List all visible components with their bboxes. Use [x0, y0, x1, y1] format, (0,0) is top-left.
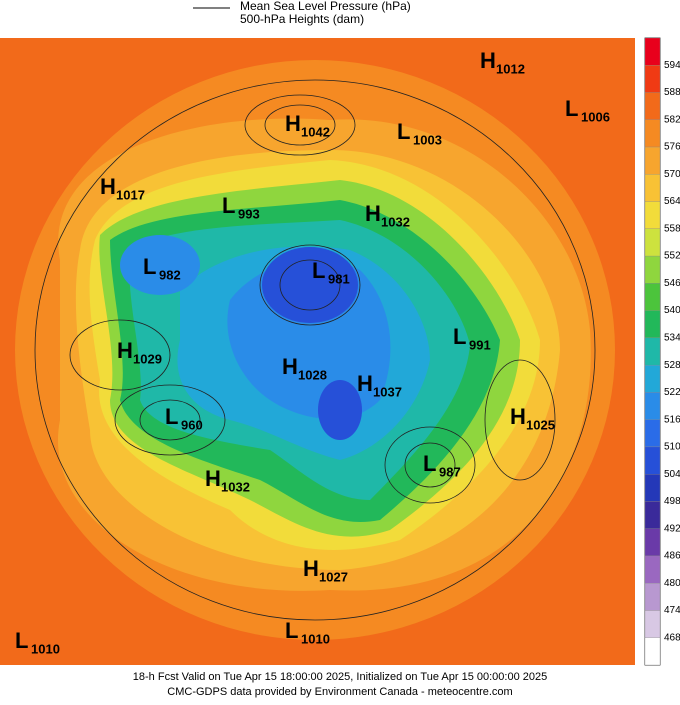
system-letter: L: [143, 254, 156, 279]
system-letter: L: [222, 193, 235, 218]
colorbar-label: 498: [664, 496, 680, 507]
colorbar-label: 540: [664, 305, 680, 316]
system-pressure: 960: [181, 417, 203, 432]
colorbar-swatch: [644, 337, 661, 366]
system-letter: H: [117, 338, 133, 363]
system-letter: L: [423, 451, 436, 476]
colorbar-label: 594: [664, 60, 680, 71]
colorbar-swatch: [644, 228, 661, 257]
system-pressure: 1032: [381, 214, 410, 229]
system-pressure: 1029: [133, 351, 162, 366]
colorbar-swatch: [644, 474, 661, 502]
system-letter: H: [282, 354, 298, 379]
colorbar-label: 564: [664, 196, 680, 207]
system-letter: H: [205, 466, 221, 491]
colorbar-swatch: [644, 501, 661, 529]
colorbar-label: 516: [664, 414, 680, 425]
system-pressure: 1006: [581, 109, 610, 124]
colorbar-label: 504: [664, 469, 680, 480]
colorbar-swatch: [644, 119, 661, 148]
system-pressure: 993: [238, 206, 260, 221]
system-letter: L: [15, 628, 28, 653]
colorbar-swatch: [644, 283, 661, 311]
colorbar-swatch: [644, 364, 661, 393]
system-letter: H: [303, 556, 319, 581]
system-letter: H: [285, 111, 301, 136]
system-letter: L: [312, 258, 325, 283]
colorbar-label: 558: [664, 223, 680, 234]
system-pressure: 1012: [496, 61, 525, 76]
colorbar-swatch: [644, 65, 661, 93]
system-letter: H: [510, 404, 526, 429]
colorbar-label: 480: [664, 578, 680, 589]
system-pressure: 1037: [373, 384, 402, 399]
system-pressure: 1010: [31, 641, 60, 656]
system-letter: L: [565, 96, 578, 121]
system-pressure: 987: [439, 464, 461, 479]
colorbar-swatch: [644, 419, 661, 448]
system-pressure: 991: [469, 337, 491, 352]
colorbar-label: 582: [664, 114, 680, 125]
colorbar-swatch: [644, 201, 661, 229]
colorbar-swatch: [644, 92, 661, 120]
system-pressure: 981: [328, 271, 350, 286]
colorbar-swatch: [644, 583, 661, 611]
system-letter: H: [365, 201, 381, 226]
colorbar-swatch: [644, 528, 661, 557]
legend-label: Mean Sea Level Pressure (hPa): [240, 0, 411, 13]
system-pressure: 1003: [413, 132, 442, 147]
colorbar-label: 546: [664, 278, 680, 289]
colorbar-label: 468: [664, 632, 680, 643]
colorbar-label: 528: [664, 360, 680, 371]
system-letter: H: [480, 48, 496, 73]
colorbar-label: 576: [664, 142, 680, 153]
colorbar-swatch: [644, 446, 661, 475]
system-pressure: 982: [159, 267, 181, 282]
system-pressure: 1042: [301, 124, 330, 139]
colorbar-swatch: [644, 310, 661, 339]
legend-label: 500-hPa Heights (dam): [240, 12, 364, 26]
system-pressure: 1028: [298, 367, 327, 382]
system-pressure: 1025: [526, 417, 555, 432]
colorbar-label: 486: [664, 551, 680, 562]
colorbar-label: 474: [664, 605, 680, 616]
colorbar-label: 534: [664, 333, 680, 344]
colorbar-swatch: [644, 392, 661, 420]
footer-line: CMC-GDPS data provided by Environment Ca…: [167, 686, 512, 698]
colorbar-swatch: [644, 37, 661, 66]
system-pressure: 1032: [221, 479, 250, 494]
colorbar-label: 510: [664, 442, 680, 453]
system-letter: H: [100, 174, 116, 199]
system-letter: L: [397, 119, 410, 144]
footer-line: 18-h Fcst Valid on Tue Apr 15 18:00:00 2…: [133, 671, 547, 683]
system-pressure: 1017: [116, 187, 145, 202]
system-pressure: 1010: [301, 631, 330, 646]
colorbar-label: 588: [664, 87, 680, 98]
colorbar-swatch: [644, 174, 661, 202]
colorbar-label: 552: [664, 251, 680, 262]
colorbar-swatch: [644, 555, 661, 584]
map-area: [0, 38, 635, 665]
system-letter: L: [165, 404, 178, 429]
colorbar-swatch: [644, 637, 661, 666]
system-letter: H: [357, 371, 373, 396]
colorbar-label: 522: [664, 387, 680, 398]
system-letter: L: [285, 618, 298, 643]
colorbar-swatch: [644, 610, 661, 638]
colorbar-label: 492: [664, 523, 680, 534]
colorbar-label: 570: [664, 169, 680, 180]
system-pressure: 1027: [319, 569, 348, 584]
colorbar-swatch: [644, 255, 661, 284]
colorbar-swatch: [644, 146, 661, 175]
system-letter: L: [453, 324, 466, 349]
